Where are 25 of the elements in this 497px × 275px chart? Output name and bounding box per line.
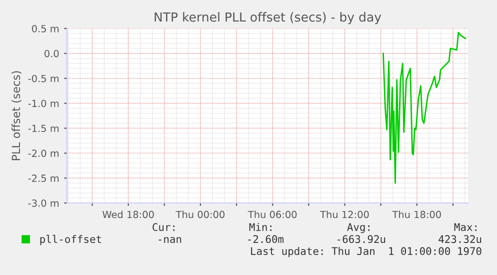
y-tick-label: -2.5 m [28, 174, 59, 182]
x-tick-label: Thu 00:00 [176, 210, 225, 218]
x-tick-label: Thu 12:00 [320, 210, 369, 218]
y-tick-label: -1.5 m [28, 124, 59, 132]
text: Avg: [347, 223, 370, 234]
x-tick-label: Thu 18:00 [392, 210, 441, 218]
chart-title: NTP kernel PLL offset (secs) - by day [154, 12, 382, 24]
legend-label: pll-offset [40, 234, 102, 246]
y-tick-label: 0.5 m [32, 24, 59, 32]
x-tick-label: Wed 18:00 [102, 210, 154, 218]
text: 423.32u [438, 235, 482, 244]
text: Cur: [152, 223, 174, 232]
y-axis-title: PLL offset (secs) [12, 71, 22, 160]
y-tick-label: -2.0 m [28, 150, 59, 157]
text: Last update: Thu Jan 1 01:00:00 1970 [251, 246, 482, 258]
y-tick-label: 0.0 [44, 50, 59, 58]
y-tick-label: -0.5 m [28, 74, 59, 82]
text: -nan [158, 237, 182, 244]
text: Max: [454, 223, 476, 232]
text: -663.92u [338, 235, 386, 244]
text: Min: [249, 222, 272, 231]
y-tick-label: -3.0 m [28, 199, 59, 207]
text: -2.60m [248, 235, 284, 244]
y-tick-label: -1.0 m [28, 100, 59, 108]
x-tick-label: Thu 06:00 [248, 210, 297, 218]
